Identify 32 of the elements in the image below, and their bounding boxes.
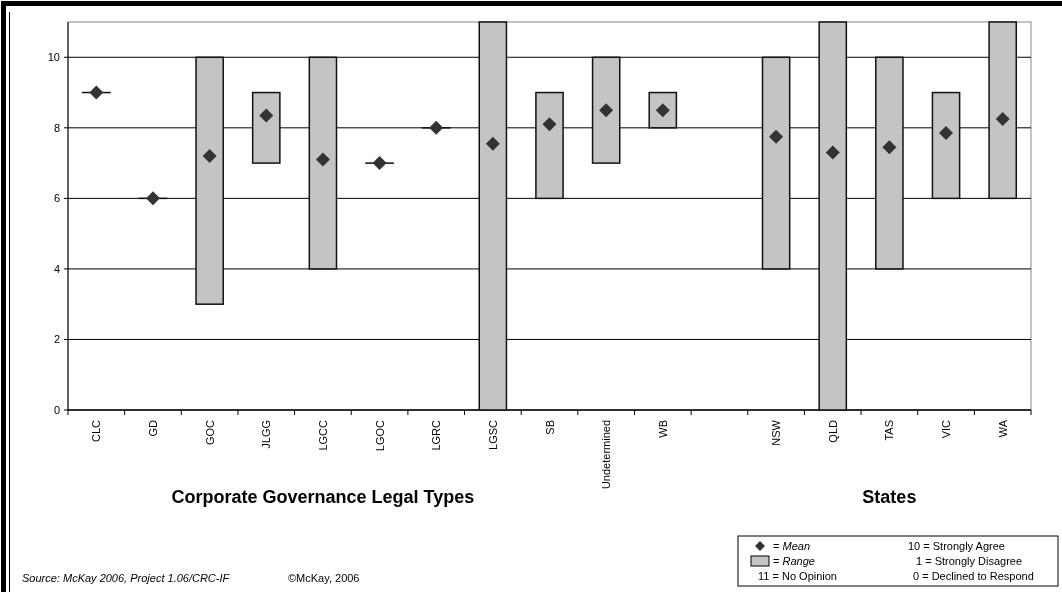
x-tick-label: Undetermined [600, 420, 613, 490]
text: 0 = Declined to Respond [913, 569, 1034, 582]
x-tick-label: LGRC [430, 419, 443, 451]
text: 10 = Strongly Agree [908, 539, 1005, 552]
x-tick-label: NSW [770, 419, 783, 446]
source-note: Source: McKay 2006, Project 1.06/CRC-IF [22, 572, 231, 584]
x-tick-label: LGSC [486, 419, 499, 450]
x-tick-label: LGOC [373, 419, 386, 452]
x-tick-label: TAS [883, 420, 896, 441]
text: Corporate Governance Legal Types [171, 487, 475, 507]
x-tick-label: QLD [826, 419, 839, 443]
y-tick-label: 0 [53, 403, 60, 416]
x-tick-label: JLGG [260, 420, 273, 449]
text: ©McKay, 2006 [288, 572, 360, 584]
y-tick-label: 4 [53, 262, 60, 275]
x-tick-label: VIC [940, 419, 953, 439]
y-tick-label: 6 [53, 192, 60, 205]
text: States [862, 487, 917, 507]
text: 1 = Strongly Disagree [916, 554, 1023, 567]
x-tick-label: WB [656, 420, 669, 438]
text: 11 = No Opinion [758, 569, 837, 582]
legend-label: = Range [773, 554, 815, 567]
x-tick-label: GOC [203, 419, 216, 446]
x-tick-label: LGCC [316, 419, 329, 451]
x-tick-label: CLC [90, 419, 103, 443]
x-tick-label: GD [146, 419, 159, 437]
y-tick-label: 2 [53, 333, 60, 346]
legend-label: = Mean [773, 539, 811, 552]
x-tick-label: WA [996, 419, 1009, 438]
y-tick-label: 8 [53, 121, 60, 134]
x-tick-label: SB [543, 420, 556, 435]
y-tick-label: 10 [47, 51, 60, 64]
